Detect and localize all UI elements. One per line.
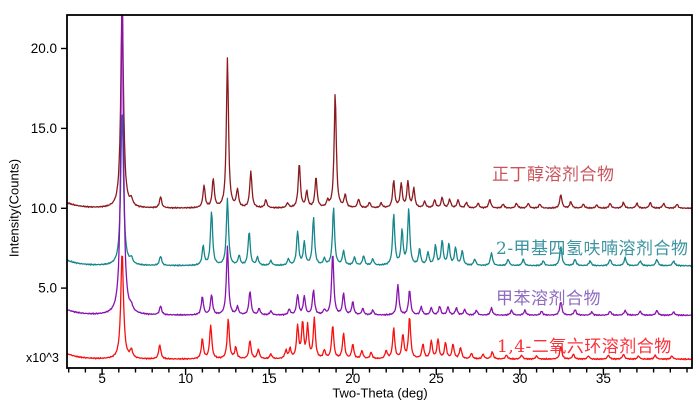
series-line-1 <box>67 114 692 267</box>
y-axis-multiplier-label: x10^3 <box>26 351 59 365</box>
series-label-toluene-solvate: 甲苯溶剂合物 <box>496 289 601 309</box>
x-tick-label: 15 <box>262 371 277 386</box>
y-tick-label: 20.0 <box>31 41 57 56</box>
series-label-2-methyl-thf-solvate: 2-甲基四氢呋喃溶剂合物 <box>496 239 689 259</box>
x-tick-label: 10 <box>178 371 193 386</box>
x-tick-label: 5 <box>98 371 106 386</box>
y-tick-label: 10.0 <box>31 201 57 216</box>
x-tick-label: 35 <box>596 371 611 386</box>
series-label-n-butanol-solvate: 正丁醇溶剂合物 <box>492 165 615 185</box>
y-tick-label: 15.0 <box>31 121 57 136</box>
x-axis-title: Two-Theta (deg) <box>332 385 428 401</box>
x-tick-label: 25 <box>429 371 444 386</box>
plot-border <box>66 14 693 369</box>
series-line-0 <box>67 15 692 210</box>
x-tick-label: 20 <box>345 371 360 386</box>
y-tick-label: 5.0 <box>38 281 57 296</box>
series-line-3 <box>67 255 692 361</box>
x-tick-label: 30 <box>512 371 527 386</box>
y-axis-title: Intensity(Counts) <box>6 158 22 258</box>
series-line-2 <box>67 15 692 317</box>
series-label-dioxane-solvate: 1,4-二氧六环溶剂合物 <box>497 337 672 357</box>
